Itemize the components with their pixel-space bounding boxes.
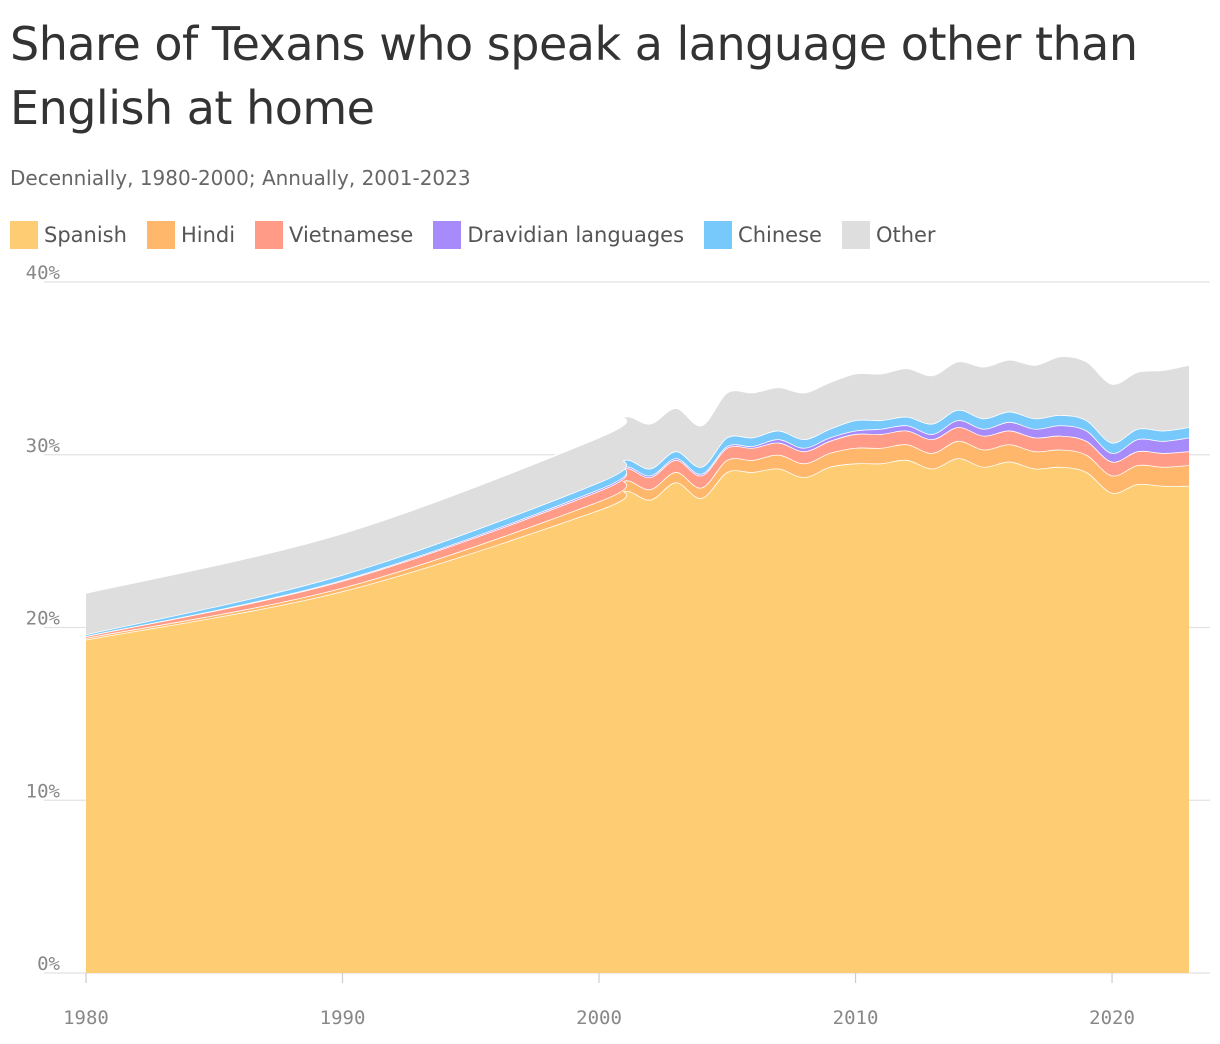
legend-swatch-other [841, 221, 870, 249]
legend-item-dravidian: Dravidian languages [433, 221, 684, 249]
y-tick-label-10: 10% [26, 780, 61, 802]
x-tick-label-2000: 2000 [576, 1007, 622, 1029]
area-edge-other [85, 355, 1190, 594]
chart-subtitle: Decennially, 1980-2000; Annually, 2001-2… [10, 166, 471, 190]
y-tick-label-0: 0% [37, 953, 60, 975]
legend-label-chinese: Chinese [738, 223, 822, 247]
x-tick-label-2010: 2010 [833, 1007, 879, 1029]
x-tick-label-2020: 2020 [1089, 1007, 1135, 1029]
y-tick-label-40: 40% [26, 262, 61, 284]
chart-title: Share of Texans who speak a language oth… [10, 17, 1138, 135]
legend-swatch-dravidian [433, 221, 462, 249]
legend-item-hindi: Hindi [146, 221, 236, 249]
y-tick-label-20: 20% [26, 608, 61, 630]
area-other [86, 356, 1189, 635]
area-hindi [86, 440, 1189, 640]
axis-layer: 0% 10% 20% 30% 40% 1980 1990 2000 2010 2020 [26, 262, 1135, 1029]
legend-label-hindi: Hindi [180, 223, 236, 247]
area-layer [85, 355, 1190, 973]
legend-label-vietnamese: Vietnamese [289, 223, 414, 247]
x-tick-label-1980: 1980 [63, 1007, 109, 1029]
legend-item-chinese: Chinese [704, 221, 822, 249]
x-tick-label-1990: 1990 [320, 1007, 366, 1029]
legend-item-vietnamese: Vietnamese [255, 221, 413, 249]
area-spanish [86, 458, 1189, 973]
chart-legend: Spanish Hindi Vietnamese Dravidian langu… [10, 221, 956, 249]
area-vietnamese [86, 427, 1189, 638]
area-chinese [86, 409, 1189, 637]
stacked-area-chart: 0% 10% 20% 30% 40% 1980 1990 2000 2010 2020 [26, 262, 1210, 1029]
legend-item-spanish: Spanish [10, 221, 127, 249]
y-tick-label-30: 30% [26, 435, 61, 457]
legend-label-spanish: Spanish [44, 223, 127, 247]
legend-swatch-vietnamese [255, 221, 284, 249]
legend-label-dravidian: Dravidian languages [467, 223, 685, 247]
legend-swatch-hindi [146, 221, 175, 249]
legend-item-other: Other [841, 221, 936, 249]
legend-swatch-chinese [704, 221, 733, 249]
legend-label-other: Other [875, 223, 936, 247]
legend-swatch-spanish [10, 221, 38, 249]
